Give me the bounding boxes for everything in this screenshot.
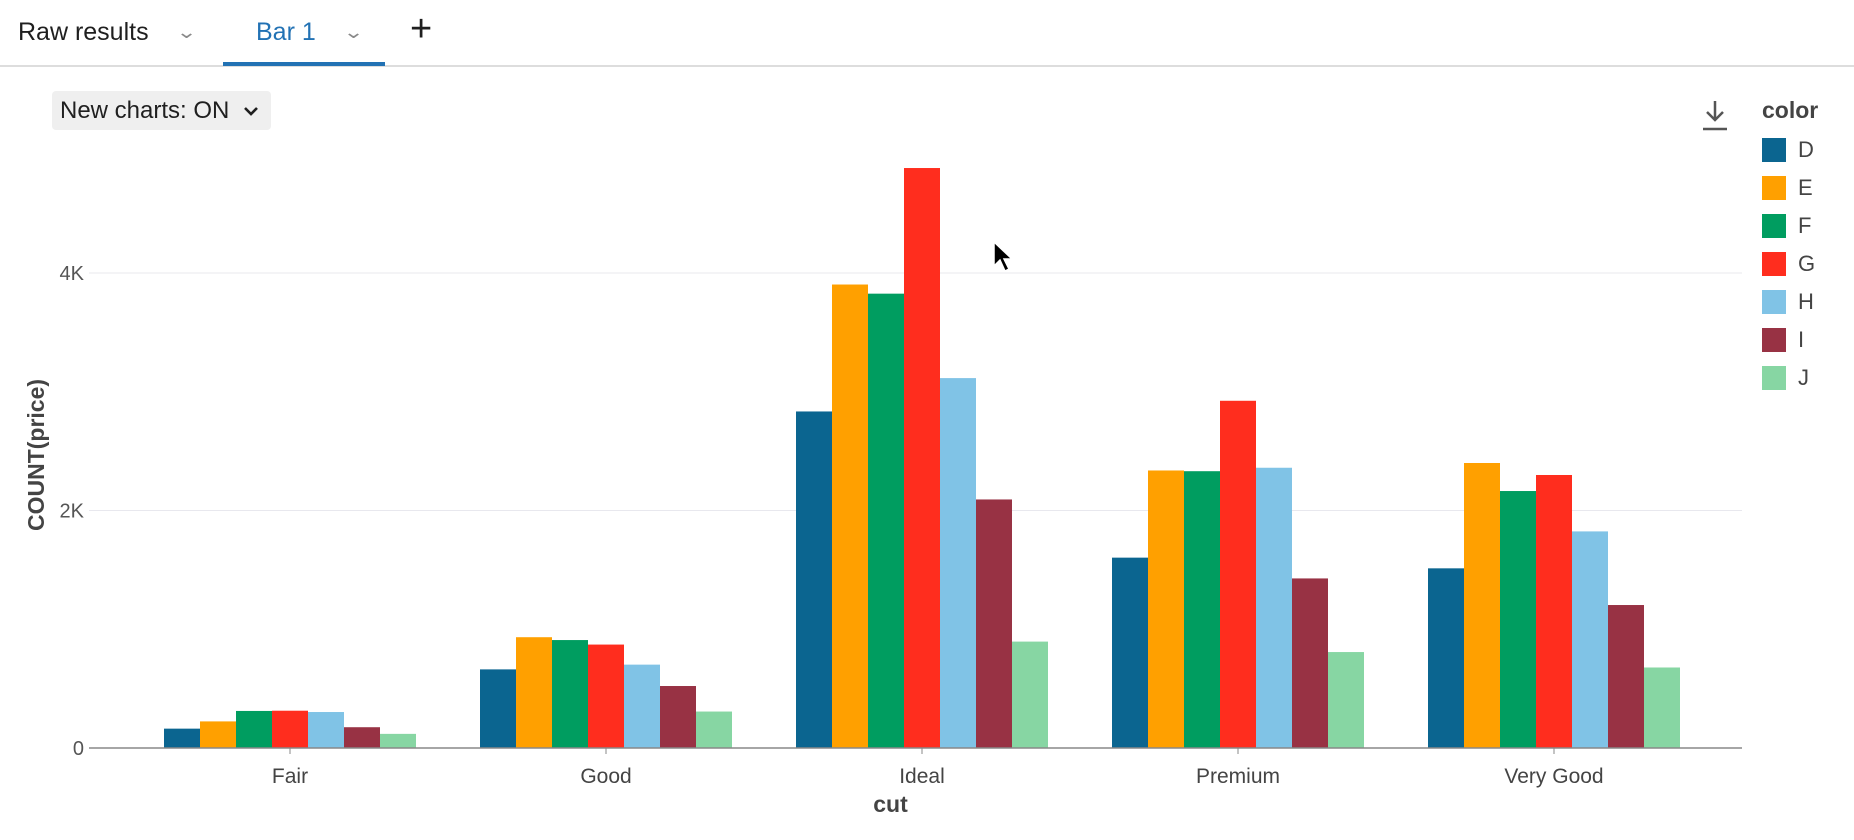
bar-D-very-good: [1428, 568, 1464, 748]
bar-E-ideal: [832, 284, 868, 748]
x-tick-label: Ideal: [899, 765, 945, 788]
x-axis-title: cut: [873, 791, 908, 817]
legend-item-G[interactable]: G: [1762, 251, 1815, 277]
bar-I-very-good: [1608, 605, 1644, 748]
tab-bar-1[interactable]: Bar 1 ⌄: [256, 10, 364, 54]
bar-F-fair: [236, 710, 272, 748]
bar-G-very-good: [1536, 474, 1572, 748]
legend-label: E: [1798, 175, 1813, 200]
legend-item-D[interactable]: D: [1762, 137, 1814, 163]
bar-I-ideal: [976, 499, 1012, 748]
bar-J-good: [696, 711, 732, 748]
bar-I-premium: [1292, 578, 1328, 748]
legend-swatch: [1762, 214, 1786, 238]
bar-F-good: [552, 640, 588, 748]
legend-label: J: [1798, 365, 1809, 390]
chevron-down-icon[interactable]: ⌄: [342, 21, 364, 42]
bar-J-premium: [1328, 652, 1364, 748]
legend-label: G: [1798, 251, 1816, 276]
bar-J-ideal: [1012, 641, 1048, 748]
bar-E-premium: [1148, 470, 1184, 748]
legend-item-J[interactable]: J: [1762, 365, 1809, 391]
x-tick-label: Premium: [1196, 765, 1280, 788]
active-tab-indicator: [223, 62, 385, 66]
new-charts-toggle[interactable]: New charts: ON: [52, 91, 272, 130]
bar-G-premium: [1220, 400, 1256, 748]
legend-swatch: [1762, 252, 1786, 276]
tab-raw-results[interactable]: Raw results ⌄: [18, 10, 197, 54]
x-tick-label: Good: [580, 765, 631, 788]
bar-G-fair: [272, 710, 308, 748]
legend-title: color: [1762, 97, 1819, 123]
bar-D-fair: [164, 728, 200, 748]
bar-G-ideal: [904, 168, 940, 748]
tab-bar: Raw results ⌄ Bar 1 ⌄ +: [0, 0, 1854, 67]
legend-swatch: [1762, 290, 1786, 314]
mouse-cursor-icon: [993, 240, 1014, 273]
bar-E-very-good: [1464, 463, 1500, 748]
bar-I-good: [660, 686, 696, 748]
bar-J-very-good: [1644, 667, 1680, 748]
toggle-label: New charts: ON: [60, 96, 230, 124]
bar-H-very-good: [1572, 531, 1608, 748]
legend-swatch: [1762, 138, 1786, 162]
legend-swatch: [1762, 176, 1786, 200]
bar-D-premium: [1112, 557, 1148, 748]
legend-label: F: [1798, 213, 1812, 238]
chevron-down-icon: [244, 106, 259, 116]
tab-label: Bar 1: [256, 17, 316, 46]
bar-E-good: [516, 637, 552, 748]
legend-label: H: [1798, 289, 1814, 314]
plus-icon[interactable]: +: [410, 8, 433, 50]
legend-item-F[interactable]: F: [1762, 213, 1811, 239]
y-tick-label: 2K: [60, 501, 85, 523]
bar-F-premium: [1184, 471, 1220, 748]
tab-label: Raw results: [18, 17, 149, 46]
download-icon[interactable]: [1700, 98, 1730, 132]
legend-label: I: [1798, 327, 1805, 352]
legend-item-H[interactable]: H: [1762, 289, 1814, 315]
legend-swatch: [1762, 328, 1786, 352]
y-tick-label: 4K: [60, 263, 85, 285]
chevron-down-icon[interactable]: ⌄: [175, 21, 197, 42]
x-tick-label: Very Good: [1504, 765, 1603, 788]
bar-F-ideal: [868, 293, 904, 748]
bar-H-ideal: [940, 378, 976, 748]
legend-swatch: [1762, 366, 1786, 390]
bar-D-ideal: [796, 411, 832, 748]
bar-D-good: [480, 669, 516, 748]
bar-H-premium: [1256, 467, 1292, 748]
bar-H-good: [624, 664, 660, 748]
bar-H-fair: [308, 712, 344, 748]
x-tick-label: Fair: [272, 765, 308, 788]
legend-item-E[interactable]: E: [1762, 175, 1813, 201]
bar-G-good: [588, 644, 624, 748]
legend-label: D: [1798, 137, 1814, 162]
y-tick-label: 0: [73, 738, 84, 760]
bar-F-very-good: [1500, 491, 1536, 748]
bar-E-fair: [200, 721, 236, 748]
bar-I-fair: [344, 727, 380, 748]
bar-J-fair: [380, 733, 416, 748]
y-axis-title: COUNT(price): [23, 379, 49, 531]
legend-item-I[interactable]: I: [1762, 327, 1804, 353]
